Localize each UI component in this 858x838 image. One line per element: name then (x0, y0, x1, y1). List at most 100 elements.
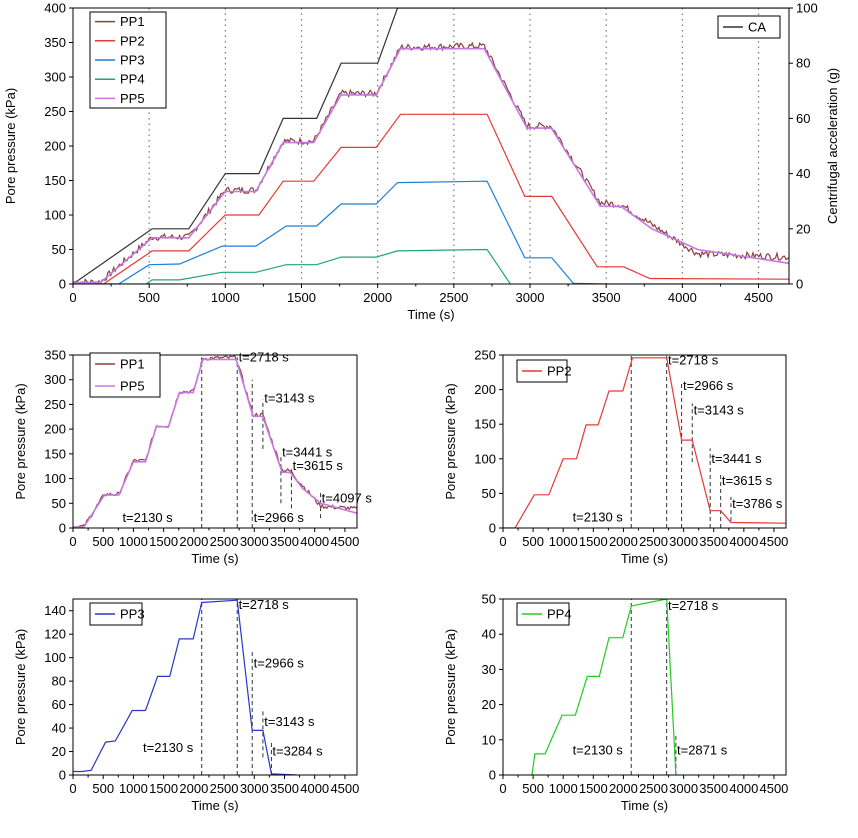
y-tick-label: 0 (59, 277, 66, 292)
plot-area (531, 599, 677, 775)
x-tick-label: 0 (69, 781, 76, 796)
y-tick-label: 50 (482, 592, 496, 607)
x-tick-label: 500 (522, 781, 544, 796)
x-tick-label: 1000 (119, 534, 148, 549)
x-axis-label: Time (s) (621, 551, 668, 566)
x-tick-label: 4500 (744, 290, 773, 305)
y-tick-label: 0 (489, 521, 496, 536)
y-tick-label: 150 (474, 417, 496, 432)
x-tick-label: 1500 (149, 534, 178, 549)
legend: PP2 (516, 359, 572, 383)
x-tick-label: 1000 (119, 781, 148, 796)
y-tick-label: 100 (474, 451, 496, 466)
time-marker-label: t=2871 s (677, 742, 728, 757)
time-marker-label: t=2718 s (239, 597, 290, 612)
x-tick-label: 4500 (759, 534, 788, 549)
series-line-pp1 (73, 41, 789, 284)
time-marker-label: t=2966 s (683, 378, 734, 393)
legend-label-pp2: PP2 (547, 364, 572, 379)
y-axis-label: Pore pressure (kPa) (443, 629, 458, 745)
legend-label-pp1: PP1 (120, 357, 145, 372)
time-marker-label: t=3143 s (694, 402, 745, 417)
x-tick-label: 4500 (759, 781, 788, 796)
x-tick-label: 2000 (179, 781, 208, 796)
x-tick-label: 3000 (240, 781, 269, 796)
y2-tick-label: 100 (796, 1, 818, 16)
time-marker-label: t=3441 s (711, 451, 762, 466)
x-tick-label: 0 (69, 290, 76, 305)
legend-label-pp2: PP2 (120, 33, 145, 48)
time-marker-label: t=3284 s (272, 744, 323, 759)
y-tick-label: 40 (482, 627, 496, 642)
x-tick-label: 4500 (330, 534, 359, 549)
x-tick-label: 3500 (699, 534, 728, 549)
x-tick-label: 4500 (330, 781, 359, 796)
time-marker-label: t=3441 s (282, 444, 333, 459)
series-line-pp3 (73, 599, 297, 775)
y-tick-label: 250 (44, 397, 66, 412)
time-marker-label: t=2966 s (254, 510, 305, 525)
x-tick-label: 3500 (270, 534, 299, 549)
x-tick-label: 0 (69, 534, 76, 549)
x-tick-label: 3000 (516, 290, 545, 305)
plot-area (73, 599, 297, 775)
x-tick-label: 1000 (549, 781, 578, 796)
legend-label-pp4: PP4 (120, 72, 145, 87)
time-marker-label: t=3786 s (732, 496, 783, 511)
series-line-pp2 (73, 113, 789, 284)
x-tick-label: 2500 (639, 534, 668, 549)
chart-pp3: t=2130 s t=2718 s t=2966 s t=3143 s t=3284 s… (13, 597, 359, 813)
x-tick-label: 4000 (729, 781, 758, 796)
y-tick-label: 200 (44, 139, 66, 154)
y2-tick-label: 80 (796, 56, 810, 71)
y2-tick-label: 20 (796, 221, 810, 236)
x-tick-label: 2000 (609, 534, 638, 549)
x-tick-label: 3500 (592, 290, 621, 305)
x-tick-label: 500 (92, 781, 114, 796)
x-axis-label: Time (s) (191, 798, 238, 813)
legend: PP4 (516, 602, 572, 626)
y-tick-label: 350 (44, 35, 66, 50)
x-tick-label: 2500 (439, 290, 468, 305)
series-line-pp4 (73, 248, 511, 284)
y-tick-label: 100 (44, 208, 66, 223)
x-tick-label: 500 (138, 290, 160, 305)
y2-tick-label: 40 (796, 166, 810, 181)
x-tick-label: 4000 (300, 781, 329, 796)
chart-pp2: t=2130 s t=2718 s t=2966 s t=3143 s t=3441 s… (443, 348, 788, 567)
time-marker-label: t=3143 s (264, 714, 315, 729)
time-marker-label: t=2130 s (573, 742, 624, 757)
x-tick-label: 3500 (699, 781, 728, 796)
x-tick-label: 3500 (270, 781, 299, 796)
series-line-pp4 (531, 599, 677, 775)
legend-box (89, 352, 161, 398)
y-axis-label: Pore pressure (kPa) (3, 88, 18, 204)
y-tick-label: 40 (52, 721, 66, 736)
y-tick-label: 300 (44, 70, 66, 85)
x-tick-label: 2500 (210, 534, 239, 549)
legend-label-pp5: PP5 (120, 379, 145, 394)
time-marker-label: t=4097 s (322, 490, 373, 505)
y-tick-label: 0 (59, 768, 66, 783)
y-tick-label: 300 (44, 372, 66, 387)
x-tick-label: 2500 (210, 781, 239, 796)
x-tick-label: 2000 (609, 781, 638, 796)
y2-tick-label: 60 (796, 111, 810, 126)
legend-box (89, 602, 143, 626)
y-axis-label: Pore pressure (kPa) (443, 383, 458, 499)
legend: PP3 (89, 602, 145, 626)
y-tick-label: 100 (44, 650, 66, 665)
y-axis-label: Pore pressure (kPa) (13, 629, 28, 745)
axes-frame (72, 598, 358, 776)
time-marker-label: t=2718 s (668, 598, 719, 613)
x-axis-label: Time (s) (621, 798, 668, 813)
y2-tick-label: 0 (796, 277, 803, 292)
x-tick-label: 1500 (287, 290, 316, 305)
time-marker-label: t=2130 s (122, 510, 173, 525)
time-marker-label: t=3615 s (293, 458, 344, 473)
x-tick-label: 4000 (300, 534, 329, 549)
time-marker-label: t=3143 s (264, 390, 315, 405)
y-tick-label: 30 (482, 662, 496, 677)
y-tick-label: 80 (52, 674, 66, 689)
